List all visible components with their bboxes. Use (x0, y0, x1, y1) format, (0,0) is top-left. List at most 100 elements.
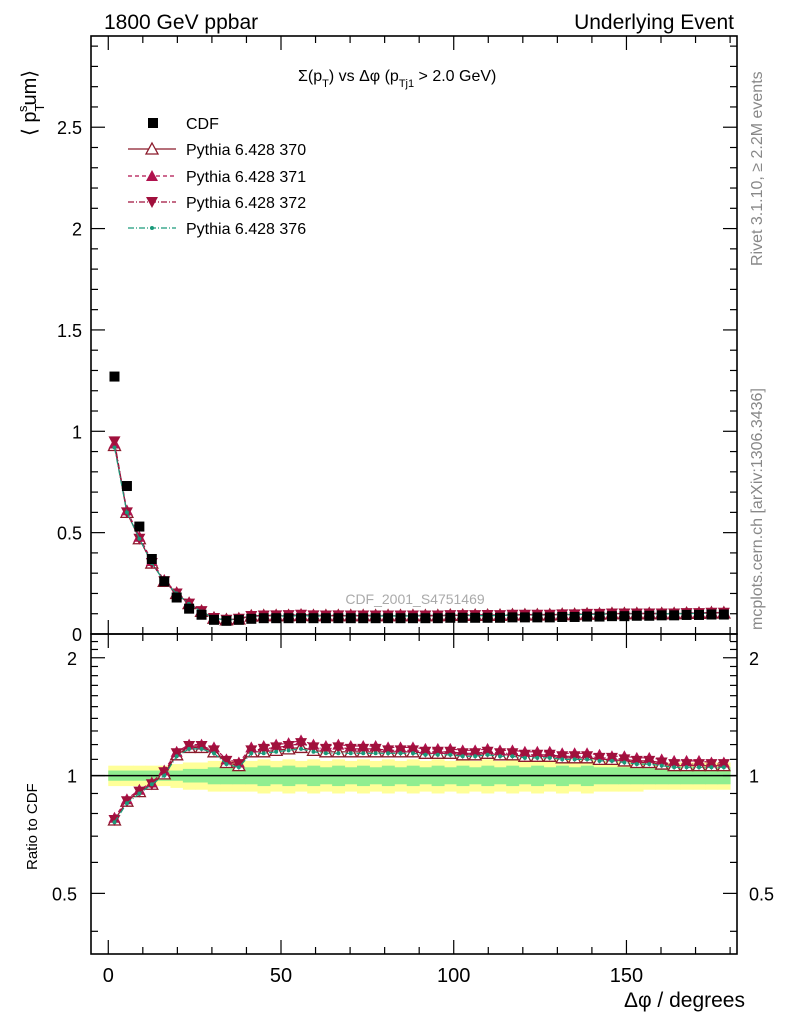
point-cdf (159, 576, 170, 587)
legend-marker-pythia-371 (146, 170, 158, 181)
ratio-point-pythia-372 (494, 748, 507, 760)
legend-entry-pythia-372: Pythia 6.428 372 (128, 195, 306, 212)
point-cdf (544, 612, 555, 623)
legend-marker-pythia-372 (146, 197, 158, 208)
point-cdf (644, 610, 655, 621)
ratio-point-pythia-372 (394, 745, 407, 757)
ratio-point-pythia-376 (174, 754, 179, 759)
ratio-point-pythia-372 (618, 754, 631, 766)
ratio-point-pythia-376 (224, 762, 229, 767)
ratio-line-pythia-376 (113, 748, 724, 823)
legend-label-pythia-376: Pythia 6.428 376 (186, 221, 306, 238)
ratio-point-pythia-372 (531, 749, 544, 761)
ratio-point-pythia-372 (195, 741, 208, 752)
ratio-point-pythia-376 (721, 765, 726, 770)
ratio-point-pythia-372 (307, 742, 320, 754)
ratio-point-pythia-376 (485, 752, 490, 757)
ratio-series-pythia-372 (108, 738, 730, 826)
ratio-point-pythia-376 (211, 751, 216, 756)
point-cdf (221, 615, 232, 626)
ratio-point-pythia-372 (332, 742, 345, 754)
point-pythia-376 (124, 510, 129, 515)
ratio-point-pythia-372 (183, 741, 196, 752)
ratio-point-pythia-376 (361, 751, 366, 756)
ratio-point-pythia-372 (431, 746, 444, 758)
ratio-point-pythia-376 (609, 758, 614, 763)
point-cdf (283, 613, 294, 624)
ratio-point-pythia-376 (373, 751, 378, 756)
main-y-tick-label: 0.5 (57, 524, 82, 544)
ratio-point-pythia-372 (406, 745, 419, 757)
legend-entry-pythia-370: Pythia 6.428 370 (128, 141, 306, 159)
ratio-series-pythia-376 (112, 746, 726, 825)
ratio-point-pythia-372 (245, 745, 258, 757)
ratio-point-pythia-372 (382, 745, 395, 757)
point-cdf (320, 613, 331, 624)
ratio-point-pythia-372 (419, 746, 432, 758)
main-y-tick-label: 1 (72, 422, 82, 442)
point-cdf (233, 614, 244, 625)
main-y-tick-label-zero: 0 (72, 625, 82, 645)
point-pythia-376 (137, 536, 142, 541)
main-y-axis-label-rest: um⟩ (19, 70, 41, 106)
legend-entry-pythia-376: Pythia 6.428 376 (128, 221, 306, 238)
point-cdf (308, 613, 319, 624)
ratio-point-pythia-376 (597, 758, 602, 763)
chart-title-part-c: ) vs Δφ (p (329, 68, 399, 85)
point-pythia-372 (108, 436, 121, 448)
ratio-point-pythia-376 (709, 765, 714, 770)
ratio-point-pythia-376 (547, 755, 552, 760)
series-cdf (109, 371, 729, 626)
ratio-point-pythia-376 (560, 757, 565, 762)
x-tick-label: 100 (437, 965, 470, 987)
legend: CDF Pythia 6.428 370 Pythia 6.428 371 Py… (128, 116, 306, 238)
ratio-point-pythia-376 (311, 749, 316, 754)
ratio-panel: 0.5 0.5 1 1 2 2 0 50 100 150 Ratio to CDF Δφ / de… (24, 633, 774, 1012)
ratio-point-pythia-376 (112, 820, 117, 825)
legend-entry-pythia-371: Pythia 6.428 371 (128, 169, 306, 186)
point-cdf (208, 614, 219, 625)
ratio-point-pythia-376 (647, 762, 652, 767)
ratio-point-pythia-376 (535, 755, 540, 760)
point-cdf (457, 612, 468, 623)
ratio-point-pythia-372 (556, 751, 569, 763)
ratio-point-pythia-376 (498, 754, 503, 759)
ratio-point-pythia-372 (630, 755, 643, 767)
ratio-point-pythia-376 (410, 751, 415, 756)
point-cdf (606, 611, 617, 622)
legend-entry-cdf: CDF (148, 116, 219, 133)
ratio-point-pythia-376 (684, 765, 689, 770)
main-y-axis-label-sup: s (15, 105, 30, 112)
ratio-point-pythia-372 (543, 749, 556, 761)
point-cdf (482, 612, 493, 623)
point-cdf (557, 611, 568, 622)
ratio-point-pythia-372 (506, 748, 519, 760)
ratio-point-pythia-376 (423, 752, 428, 757)
point-cdf (296, 613, 307, 624)
process-label: Underlying Event (574, 11, 734, 34)
point-cdf (370, 613, 381, 624)
ratio-point-pythia-376 (286, 748, 291, 753)
ratio-point-pythia-376 (299, 746, 304, 751)
ratio-point-pythia-372 (655, 757, 668, 769)
ratio-point-pythia-376 (398, 751, 403, 756)
ratio-point-pythia-372 (220, 755, 233, 767)
rivet-label: Rivet 3.1.10, ≥ 2.2M events (749, 71, 766, 266)
chart-title: Σ(pT) vs Δφ (pTj1 > 2.0 GeV) (298, 68, 496, 90)
point-cdf (582, 611, 593, 622)
ratio-point-pythia-376 (261, 751, 266, 756)
mcplots-label: mcplots.cern.ch [arXiv:1306.3436] (749, 388, 766, 630)
point-cdf (594, 611, 605, 622)
ratio-point-pythia-376 (585, 757, 590, 762)
main-panel: 0.511.522.5 Σ(pT) vs Δφ (pTj1 > 2.0 GeV)… (15, 35, 738, 645)
point-cdf (358, 613, 369, 624)
ratio-point-pythia-376 (199, 746, 204, 751)
point-cdf (507, 612, 518, 623)
ratio-point-pythia-372 (444, 746, 457, 758)
point-cdf (246, 613, 257, 624)
point-cdf (432, 613, 443, 624)
ratio-point-pythia-376 (137, 791, 142, 796)
ratio-point-pythia-372 (257, 743, 270, 755)
point-cdf (271, 613, 282, 624)
ratio-panel-frame (90, 633, 738, 955)
